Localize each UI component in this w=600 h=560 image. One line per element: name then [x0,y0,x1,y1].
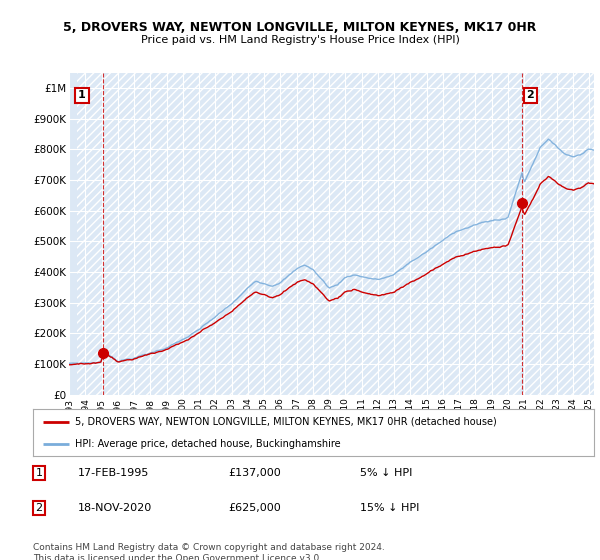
Text: 2: 2 [526,90,534,100]
Text: £137,000: £137,000 [228,468,281,478]
Text: 1: 1 [35,468,43,478]
Text: 2: 2 [35,503,43,513]
Text: 18-NOV-2020: 18-NOV-2020 [78,503,152,513]
Text: 5, DROVERS WAY, NEWTON LONGVILLE, MILTON KEYNES, MK17 0HR: 5, DROVERS WAY, NEWTON LONGVILLE, MILTON… [64,21,536,34]
Text: 5, DROVERS WAY, NEWTON LONGVILLE, MILTON KEYNES, MK17 0HR (detached house): 5, DROVERS WAY, NEWTON LONGVILLE, MILTON… [75,417,497,427]
Text: 5% ↓ HPI: 5% ↓ HPI [360,468,412,478]
Text: Price paid vs. HM Land Registry's House Price Index (HPI): Price paid vs. HM Land Registry's House … [140,35,460,45]
Text: HPI: Average price, detached house, Buckinghamshire: HPI: Average price, detached house, Buck… [75,438,341,449]
Text: 1: 1 [78,90,86,100]
Text: Contains HM Land Registry data © Crown copyright and database right 2024.
This d: Contains HM Land Registry data © Crown c… [33,543,385,560]
Text: 15% ↓ HPI: 15% ↓ HPI [360,503,419,513]
Text: £625,000: £625,000 [228,503,281,513]
Text: 17-FEB-1995: 17-FEB-1995 [78,468,149,478]
